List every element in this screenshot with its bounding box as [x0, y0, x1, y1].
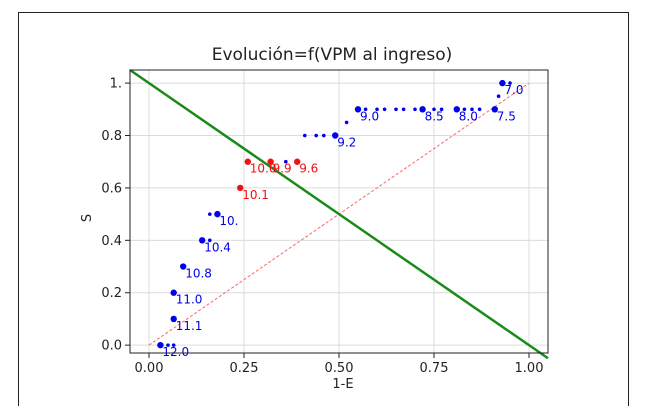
data-point-small	[413, 107, 417, 112]
point-label: 11.0	[176, 293, 203, 307]
green-segment	[129, 68, 549, 360]
data-point-small	[432, 107, 436, 112]
data-point-small	[363, 107, 368, 112]
point-label: 10.4	[204, 240, 231, 254]
data-point	[332, 132, 339, 139]
data-point-small	[462, 107, 467, 112]
data-point	[157, 341, 164, 349]
y-tick-label: 0.8	[101, 129, 122, 144]
data-point	[419, 106, 426, 113]
data-point-small	[171, 343, 176, 347]
data-points	[157, 79, 512, 349]
data-point-small	[508, 81, 512, 85]
grid-lines	[130, 70, 548, 353]
point-label: 7.5	[497, 109, 516, 123]
data-point	[294, 158, 301, 165]
data-point-small	[439, 107, 444, 112]
y-tick-label: 1.	[110, 77, 122, 92]
point-label: 7.0	[504, 83, 523, 97]
data-point-small	[344, 120, 349, 125]
data-point-small	[496, 94, 501, 99]
x-tick-label: 0.00	[135, 361, 164, 376]
y-axis-label: S	[80, 214, 95, 222]
data-point	[491, 106, 498, 113]
point-labels: 12.0 11.1 11.0 10.8 10.4 10. 10.1 10.09.9 9.6 9.2…	[162, 83, 523, 359]
point-label: 9.6	[299, 162, 318, 176]
point-label: 10.8	[185, 267, 212, 281]
chart-title: Evolución=f(VPM al ingreso)	[212, 45, 453, 65]
data-point	[170, 289, 177, 296]
green-line	[129, 68, 549, 360]
data-point	[499, 79, 506, 87]
data-point-small	[382, 107, 387, 112]
point-label: 9.0	[360, 109, 379, 123]
data-point-small	[314, 133, 319, 138]
y-tick-label: 0.6	[101, 181, 122, 196]
y-tick-label: 0.0	[101, 339, 122, 354]
point-label: 9.2	[337, 136, 356, 150]
data-point	[199, 237, 206, 244]
point-label: 8.0	[459, 109, 478, 123]
y-tick-label: 0.4	[101, 234, 122, 249]
data-point-small	[375, 107, 379, 112]
figure-frame: Evolución=f(VPM al ingreso) 12.0 11.1 11.0…	[18, 12, 629, 406]
point-label: 9.9	[273, 162, 292, 176]
point-label: 12.0	[162, 345, 189, 359]
x-tick-label: 0.50	[325, 361, 354, 376]
x-axis-label: 1-E	[332, 377, 353, 392]
data-point-small	[208, 238, 212, 243]
data-point	[267, 158, 274, 165]
roc-chart: Evolución=f(VPM al ingreso) 12.0 11.1 11.0…	[80, 45, 549, 392]
data-point-small	[401, 107, 406, 112]
data-point-small	[284, 159, 288, 164]
data-point-small	[166, 343, 170, 347]
x-tick-label: 0.25	[230, 361, 259, 376]
data-point	[180, 263, 187, 270]
point-label: 10.	[219, 214, 238, 228]
point-label: 8.5	[425, 109, 444, 123]
data-point	[170, 315, 177, 323]
data-point	[214, 210, 221, 218]
x-axis-ticks: 0.00 0.25 0.50 0.75 1.00	[135, 353, 544, 376]
data-point-small	[208, 212, 212, 216]
data-point-small	[394, 107, 398, 112]
data-point	[453, 106, 460, 113]
point-label: 10.0	[250, 162, 277, 176]
point-label: 10.1	[242, 188, 269, 202]
point-label: 11.1	[176, 319, 203, 333]
data-point-small	[322, 133, 326, 138]
data-point-small	[303, 133, 307, 138]
data-point	[237, 184, 244, 192]
data-point	[354, 106, 362, 113]
y-tick-label: 0.2	[101, 286, 122, 301]
x-tick-label: 1.00	[515, 361, 544, 376]
data-point-small	[470, 107, 474, 112]
data-point-small	[477, 107, 482, 112]
y-axis-ticks: 0.0 0.2 0.4 0.6 0.8 1.	[101, 77, 130, 354]
data-point	[244, 158, 251, 165]
x-tick-label: 0.75	[420, 361, 449, 376]
